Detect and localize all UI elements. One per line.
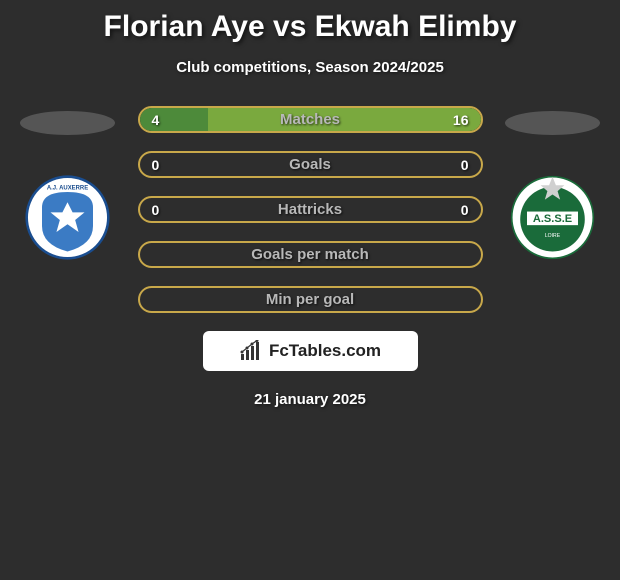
left-club-column: A.J. AUXERRE [18, 106, 118, 260]
date: 21 january 2025 [0, 391, 620, 408]
bar-value-right: 16 [453, 112, 469, 128]
stats-area: A.J. AUXERRE 4 Matches 16 0 Goals 0 0 Hattricks… [0, 106, 620, 313]
bar-fill-left [140, 108, 208, 131]
placeholder-ellipse-right [505, 111, 600, 135]
svg-text:A.J. AUXERRE: A.J. AUXERRE [47, 185, 88, 191]
watermark-text: FcTables.com [269, 341, 381, 361]
bar-label: Hattricks [278, 201, 342, 218]
stat-bars: 4 Matches 16 0 Goals 0 0 Hattricks 0 Goals per ma… [138, 106, 483, 313]
bar-value-right: 0 [461, 202, 469, 218]
stat-bar: 0 Goals 0 [138, 151, 483, 178]
bar-value-left: 4 [152, 112, 160, 128]
bar-label: Matches [280, 111, 340, 128]
svg-text:A.S.S.E: A.S.S.E [533, 213, 572, 225]
subtitle: Club competitions, Season 2024/2025 [0, 59, 620, 76]
stat-bar: Min per goal [138, 286, 483, 313]
comparison-card: Florian Aye vs Ekwah Elimby Club competi… [0, 0, 620, 413]
right-club-column: A.S.S.E LOIRE [503, 106, 603, 260]
stat-bar: 0 Hattricks 0 [138, 196, 483, 223]
page-title: Florian Aye vs Ekwah Elimby [0, 10, 620, 44]
bar-label: Goals per match [251, 246, 369, 263]
bar-label: Min per goal [266, 291, 354, 308]
chart-icon [239, 340, 263, 362]
stat-bar: Goals per match [138, 241, 483, 268]
stat-bar: 4 Matches 16 [138, 106, 483, 133]
bar-value-left: 0 [152, 157, 160, 173]
auxerre-logo: A.J. AUXERRE [25, 175, 110, 260]
watermark: FcTables.com [203, 331, 418, 371]
svg-text:LOIRE: LOIRE [545, 233, 561, 239]
bar-fill-right [208, 108, 481, 131]
placeholder-ellipse-left [20, 111, 115, 135]
saint-etienne-logo: A.S.S.E LOIRE [510, 175, 595, 260]
bar-value-right: 0 [461, 157, 469, 173]
bar-label: Goals [289, 156, 331, 173]
bar-value-left: 0 [152, 202, 160, 218]
